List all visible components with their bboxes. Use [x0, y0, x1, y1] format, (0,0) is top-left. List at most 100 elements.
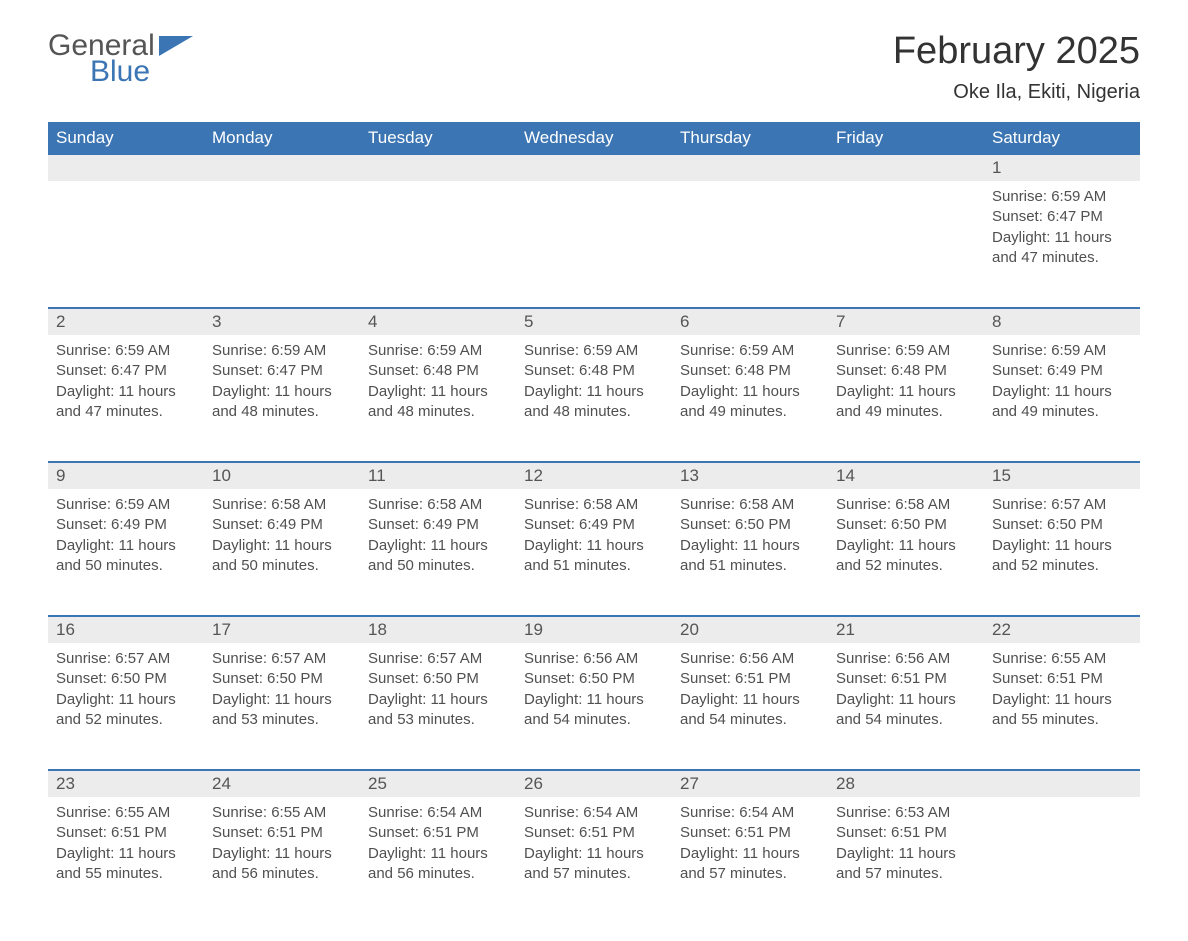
calendar: SundayMondayTuesdayWednesdayThursdayFrid… — [48, 122, 1140, 901]
daylight-line: Daylight: 11 hours and 47 minutes. — [56, 382, 196, 423]
sunrise-line: Sunrise: 6:54 AM — [524, 803, 664, 823]
daylight-line: Daylight: 11 hours and 53 minutes. — [212, 690, 352, 731]
day-number: 10 — [204, 463, 360, 489]
day-cell: Sunrise: 6:56 AMSunset: 6:51 PMDaylight:… — [828, 643, 984, 747]
daynum-row: 2345678 — [48, 309, 1140, 335]
daylight-line: Daylight: 11 hours and 51 minutes. — [524, 536, 664, 577]
day-cell: Sunrise: 6:59 AMSunset: 6:48 PMDaylight:… — [516, 335, 672, 439]
sunset-line: Sunset: 6:49 PM — [212, 515, 352, 535]
day-number: 21 — [828, 617, 984, 643]
daylight-line: Daylight: 11 hours and 50 minutes. — [368, 536, 508, 577]
week-row: 1Sunrise: 6:59 AMSunset: 6:47 PMDaylight… — [48, 155, 1140, 285]
sunrise-line: Sunrise: 6:57 AM — [212, 649, 352, 669]
day-number: 6 — [672, 309, 828, 335]
brand-logo: General Blue — [48, 30, 193, 87]
sunset-line: Sunset: 6:48 PM — [836, 361, 976, 381]
day-number — [828, 155, 984, 181]
day-cell: Sunrise: 6:59 AMSunset: 6:48 PMDaylight:… — [360, 335, 516, 439]
title-block: February 2025 Oke Ila, Ekiti, Nigeria — [893, 30, 1140, 104]
daylight-line: Daylight: 11 hours and 57 minutes. — [524, 844, 664, 885]
day-cell — [204, 181, 360, 285]
daylight-line: Daylight: 11 hours and 51 minutes. — [680, 536, 820, 577]
sunset-line: Sunset: 6:51 PM — [680, 669, 820, 689]
weekday-label: Sunday — [48, 122, 204, 155]
daylight-line: Daylight: 11 hours and 49 minutes. — [680, 382, 820, 423]
day-cell — [672, 181, 828, 285]
sunrise-line: Sunrise: 6:57 AM — [992, 495, 1132, 515]
daylight-line: Daylight: 11 hours and 52 minutes. — [992, 536, 1132, 577]
sunset-line: Sunset: 6:50 PM — [368, 669, 508, 689]
day-cell: Sunrise: 6:58 AMSunset: 6:50 PMDaylight:… — [828, 489, 984, 593]
day-cell — [516, 181, 672, 285]
daylight-line: Daylight: 11 hours and 57 minutes. — [836, 844, 976, 885]
day-cell — [48, 181, 204, 285]
sunrise-line: Sunrise: 6:55 AM — [56, 803, 196, 823]
day-number — [204, 155, 360, 181]
page: General Blue February 2025 Oke Ila, Ekit… — [0, 0, 1188, 941]
sunset-line: Sunset: 6:51 PM — [56, 823, 196, 843]
daylight-line: Daylight: 11 hours and 47 minutes. — [992, 228, 1132, 269]
sunrise-line: Sunrise: 6:55 AM — [992, 649, 1132, 669]
flag-shape — [159, 36, 193, 56]
sunset-line: Sunset: 6:47 PM — [212, 361, 352, 381]
daylight-line: Daylight: 11 hours and 50 minutes. — [56, 536, 196, 577]
day-number: 5 — [516, 309, 672, 335]
day-number: 20 — [672, 617, 828, 643]
daylight-line: Daylight: 11 hours and 48 minutes. — [524, 382, 664, 423]
sunset-line: Sunset: 6:49 PM — [524, 515, 664, 535]
day-number: 28 — [828, 771, 984, 797]
day-number: 1 — [984, 155, 1140, 181]
sunrise-line: Sunrise: 6:58 AM — [212, 495, 352, 515]
sunset-line: Sunset: 6:51 PM — [212, 823, 352, 843]
sunset-line: Sunset: 6:51 PM — [836, 669, 976, 689]
day-cell: Sunrise: 6:59 AMSunset: 6:48 PMDaylight:… — [828, 335, 984, 439]
day-number: 8 — [984, 309, 1140, 335]
month-title: February 2025 — [893, 30, 1140, 73]
day-number: 27 — [672, 771, 828, 797]
day-cell: Sunrise: 6:58 AMSunset: 6:50 PMDaylight:… — [672, 489, 828, 593]
weekday-header: SundayMondayTuesdayWednesdayThursdayFrid… — [48, 122, 1140, 155]
sunrise-line: Sunrise: 6:58 AM — [368, 495, 508, 515]
day-number — [984, 771, 1140, 797]
day-number: 16 — [48, 617, 204, 643]
day-cell: Sunrise: 6:57 AMSunset: 6:50 PMDaylight:… — [360, 643, 516, 747]
day-number: 2 — [48, 309, 204, 335]
day-number — [360, 155, 516, 181]
daylight-line: Daylight: 11 hours and 50 minutes. — [212, 536, 352, 577]
week-row: 16171819202122Sunrise: 6:57 AMSunset: 6:… — [48, 615, 1140, 747]
location: Oke Ila, Ekiti, Nigeria — [893, 81, 1140, 104]
day-cell: Sunrise: 6:56 AMSunset: 6:50 PMDaylight:… — [516, 643, 672, 747]
daylight-line: Daylight: 11 hours and 55 minutes. — [992, 690, 1132, 731]
sunrise-line: Sunrise: 6:59 AM — [56, 495, 196, 515]
sunrise-line: Sunrise: 6:56 AM — [836, 649, 976, 669]
sunrise-line: Sunrise: 6:54 AM — [368, 803, 508, 823]
sunrise-line: Sunrise: 6:59 AM — [992, 341, 1132, 361]
sunrise-line: Sunrise: 6:56 AM — [524, 649, 664, 669]
sunrise-line: Sunrise: 6:56 AM — [680, 649, 820, 669]
day-number: 13 — [672, 463, 828, 489]
day-cell: Sunrise: 6:55 AMSunset: 6:51 PMDaylight:… — [984, 643, 1140, 747]
day-cell — [360, 181, 516, 285]
daylight-line: Daylight: 11 hours and 55 minutes. — [56, 844, 196, 885]
day-number: 15 — [984, 463, 1140, 489]
sunset-line: Sunset: 6:51 PM — [992, 669, 1132, 689]
sunrise-line: Sunrise: 6:59 AM — [836, 341, 976, 361]
daynum-row: 9101112131415 — [48, 463, 1140, 489]
day-cell: Sunrise: 6:55 AMSunset: 6:51 PMDaylight:… — [48, 797, 204, 901]
sunrise-line: Sunrise: 6:59 AM — [368, 341, 508, 361]
day-cell: Sunrise: 6:59 AMSunset: 6:49 PMDaylight:… — [984, 335, 1140, 439]
sunset-line: Sunset: 6:51 PM — [680, 823, 820, 843]
daynum-row: 232425262728 — [48, 771, 1140, 797]
day-cell: Sunrise: 6:57 AMSunset: 6:50 PMDaylight:… — [48, 643, 204, 747]
day-number: 9 — [48, 463, 204, 489]
day-cell: Sunrise: 6:59 AMSunset: 6:47 PMDaylight:… — [204, 335, 360, 439]
day-number: 3 — [204, 309, 360, 335]
day-number: 22 — [984, 617, 1140, 643]
sunset-line: Sunset: 6:48 PM — [368, 361, 508, 381]
day-number — [516, 155, 672, 181]
sunrise-line: Sunrise: 6:59 AM — [992, 187, 1132, 207]
sunrise-line: Sunrise: 6:59 AM — [680, 341, 820, 361]
day-cell: Sunrise: 6:57 AMSunset: 6:50 PMDaylight:… — [204, 643, 360, 747]
brand-line2: Blue — [90, 56, 155, 88]
daylight-line: Daylight: 11 hours and 54 minutes. — [524, 690, 664, 731]
